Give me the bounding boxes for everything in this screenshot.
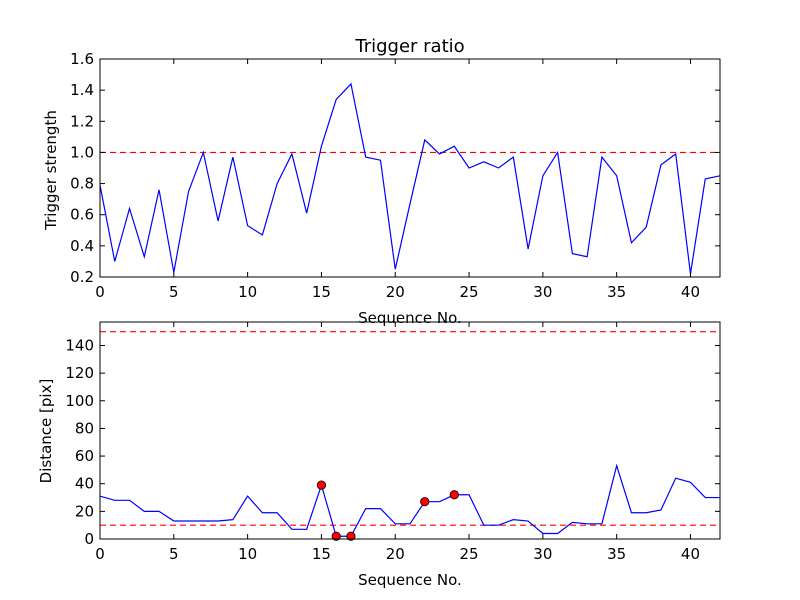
- x-tick-label: 25: [460, 283, 479, 301]
- y-tick-label: 1.2: [70, 112, 94, 130]
- x-tick-label: 40: [681, 283, 700, 301]
- x-tick-label: 5: [169, 545, 179, 563]
- y-axis-label: Distance [pix]: [37, 379, 55, 484]
- y-tick-label: 0.4: [70, 237, 94, 255]
- y-axis-label: Trigger strength: [42, 110, 60, 231]
- trigger-ratio-panel: Trigger ratio Sequence No. Trigger stren…: [42, 36, 721, 327]
- y-tick-label: 0.8: [70, 175, 94, 193]
- x-tick-label: 15: [312, 283, 331, 301]
- y-tick-label: 100: [65, 392, 94, 410]
- x-tick-label: 40: [681, 545, 700, 563]
- chart-title: Trigger ratio: [354, 36, 464, 57]
- y-tick-label: 0.6: [70, 206, 94, 224]
- x-tick-label: 35: [607, 283, 626, 301]
- x-tick-label: 10: [238, 283, 257, 301]
- highlight-marker: [449, 490, 459, 500]
- x-tick-label: 30: [533, 545, 552, 563]
- x-axis-label: Sequence No.: [358, 571, 462, 589]
- series-line: [100, 82, 720, 274]
- y-tick-label: 1.0: [70, 143, 94, 161]
- x-tick-label: 20: [386, 283, 405, 301]
- series-line: [100, 463, 720, 537]
- highlight-marker: [331, 531, 341, 541]
- x-tick-label: 30: [533, 283, 552, 301]
- plot-frame: [99, 321, 721, 540]
- x-axis-label: Sequence No.: [358, 309, 462, 327]
- y-tick-label: 20: [75, 502, 94, 520]
- distance-panel: Sequence No. Distance [pix] 0 5 10 15 20 25 30…: [37, 321, 721, 589]
- x-tick-label: 0: [95, 545, 105, 563]
- y-tick-label: 40: [75, 475, 94, 493]
- highlight-marker: [316, 480, 327, 490]
- y-tick-label: 1.4: [70, 81, 94, 99]
- y-tick-label: 140: [65, 336, 94, 354]
- x-tick-label: 15: [312, 545, 331, 563]
- x-tick-label: 20: [386, 545, 405, 563]
- x-tick-label: 10: [238, 545, 257, 563]
- y-tick-label: 80: [75, 419, 94, 437]
- highlight-marker: [420, 497, 430, 507]
- x-tick-label: 5: [169, 283, 179, 301]
- y-tick-label: 0.2: [70, 268, 94, 286]
- x-tick-label: 35: [607, 545, 626, 563]
- x-tick-label: 25: [460, 545, 479, 563]
- y-tick-label: 60: [75, 447, 94, 465]
- y-tick-label: 1.6: [70, 50, 94, 68]
- y-tick-label: 120: [65, 364, 94, 382]
- y-tick-label: 0: [84, 530, 94, 548]
- plot-frame: [99, 58, 721, 278]
- highlight-marker: [346, 531, 356, 541]
- x-tick-label: 0: [95, 283, 105, 301]
